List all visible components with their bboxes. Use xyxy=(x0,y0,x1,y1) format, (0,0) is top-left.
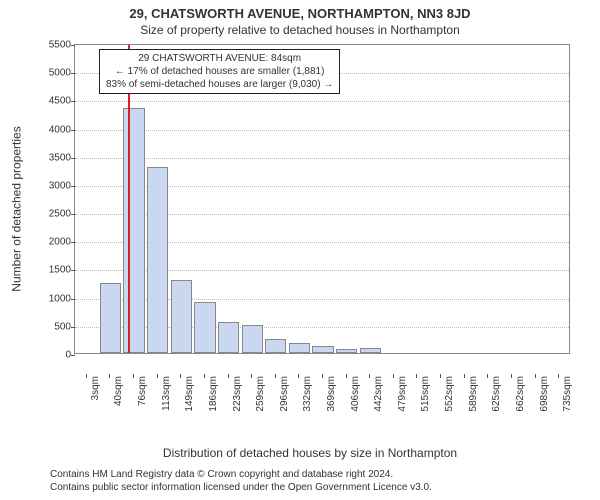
chart-subtitle: Size of property relative to detached ho… xyxy=(0,21,600,37)
gridline xyxy=(75,158,569,159)
x-tick-mark xyxy=(228,374,229,378)
bar xyxy=(312,346,333,353)
y-tick-mark xyxy=(71,73,75,74)
x-tick-mark xyxy=(157,374,158,378)
y-tick-mark xyxy=(71,214,75,215)
x-tick-label: 3sqm xyxy=(90,376,101,400)
y-tick-label: 2000 xyxy=(49,237,71,248)
x-tick-mark xyxy=(369,374,370,378)
bar xyxy=(289,343,310,353)
info-box-line: 83% of semi-detached houses are larger (… xyxy=(106,78,333,91)
x-tick-mark xyxy=(109,374,110,378)
x-tick-label: 186sqm xyxy=(208,376,219,412)
x-tick-mark xyxy=(416,374,417,378)
x-tick-label: 662sqm xyxy=(515,376,526,412)
x-tick-mark xyxy=(204,374,205,378)
caption: Contains HM Land Registry data © Crown c… xyxy=(50,468,570,494)
x-tick-mark xyxy=(558,374,559,378)
x-tick-mark xyxy=(535,374,536,378)
x-tick-label: 735sqm xyxy=(562,376,573,412)
y-tick-label: 0 xyxy=(65,350,71,361)
x-axis-label: Distribution of detached houses by size … xyxy=(50,446,570,460)
x-tick-label: 698sqm xyxy=(539,376,550,412)
gridline xyxy=(75,101,569,102)
x-tick-label: 589sqm xyxy=(468,376,479,412)
caption-line: Contains HM Land Registry data © Crown c… xyxy=(50,468,570,481)
y-tick-label: 1000 xyxy=(49,293,71,304)
y-tick-label: 500 xyxy=(54,321,71,332)
x-tick-label: 515sqm xyxy=(420,376,431,412)
x-tick-mark xyxy=(298,374,299,378)
chart-container: 29, CHATSWORTH AVENUE, NORTHAMPTON, NN3 … xyxy=(0,0,600,500)
chart-title: 29, CHATSWORTH AVENUE, NORTHAMPTON, NN3 … xyxy=(0,0,600,21)
bar xyxy=(242,325,263,353)
bar xyxy=(171,280,192,353)
y-axis-label: Number of detached properties xyxy=(10,44,24,374)
bar xyxy=(123,108,144,353)
x-tick-mark xyxy=(322,374,323,378)
y-tick-label: 4500 xyxy=(49,96,71,107)
info-box-line: 29 CHATSWORTH AVENUE: 84sqm xyxy=(106,52,333,65)
x-tick-mark xyxy=(251,374,252,378)
y-tick-mark xyxy=(71,130,75,131)
y-tick-mark xyxy=(71,355,75,356)
y-tick-label: 1500 xyxy=(49,265,71,276)
x-tick-label: 406sqm xyxy=(350,376,361,412)
bar xyxy=(265,339,286,353)
x-tick-label: 442sqm xyxy=(373,376,384,412)
y-tick-label: 5000 xyxy=(49,68,71,79)
info-box-line: ← 17% of detached houses are smaller (1,… xyxy=(106,65,333,78)
x-tick-label: 149sqm xyxy=(184,376,195,412)
bar xyxy=(100,283,121,353)
x-tick-mark xyxy=(346,374,347,378)
y-tick-mark xyxy=(71,270,75,271)
bar xyxy=(336,349,357,353)
y-tick-mark xyxy=(71,101,75,102)
bar xyxy=(360,348,381,353)
bar xyxy=(218,322,239,353)
plot-area: 0500100015002000250030003500400045005000… xyxy=(74,44,570,354)
bar xyxy=(147,167,168,353)
y-tick-mark xyxy=(71,299,75,300)
y-tick-label: 2500 xyxy=(49,209,71,220)
y-tick-label: 3500 xyxy=(49,152,71,163)
x-tick-label: 223sqm xyxy=(232,376,243,412)
x-tick-mark xyxy=(133,374,134,378)
x-tick-label: 332sqm xyxy=(302,376,313,412)
x-tick-mark xyxy=(86,374,87,378)
x-tick-mark xyxy=(464,374,465,378)
bar xyxy=(194,302,215,353)
x-tick-label: 296sqm xyxy=(279,376,290,412)
y-tick-label: 3000 xyxy=(49,180,71,191)
x-tick-label: 369sqm xyxy=(326,376,337,412)
gridline xyxy=(75,130,569,131)
x-tick-mark xyxy=(393,374,394,378)
x-tick-label: 552sqm xyxy=(444,376,455,412)
y-tick-label: 4000 xyxy=(49,124,71,135)
caption-line: Contains public sector information licen… xyxy=(50,481,570,494)
y-tick-label: 5500 xyxy=(49,40,71,51)
y-tick-mark xyxy=(71,242,75,243)
chart-zone: 0 500 1000 1500 2000 2500 3000 3500 4000 4500 5000… xyxy=(50,44,570,374)
x-tick-mark xyxy=(180,374,181,378)
x-tick-label: 259sqm xyxy=(255,376,266,412)
y-tick-mark xyxy=(71,45,75,46)
info-box: 29 CHATSWORTH AVENUE: 84sqm← 17% of deta… xyxy=(99,49,340,94)
x-tick-label: 625sqm xyxy=(491,376,502,412)
x-tick-label: 479sqm xyxy=(397,376,408,412)
x-tick-mark xyxy=(487,374,488,378)
y-tick-mark xyxy=(71,158,75,159)
x-tick-label: 40sqm xyxy=(113,376,124,406)
x-tick-mark xyxy=(440,374,441,378)
x-tick-mark xyxy=(511,374,512,378)
x-tick-label: 76sqm xyxy=(137,376,148,406)
y-tick-mark xyxy=(71,327,75,328)
y-tick-mark xyxy=(71,186,75,187)
x-tick-mark xyxy=(275,374,276,378)
x-tick-label: 113sqm xyxy=(161,376,172,411)
